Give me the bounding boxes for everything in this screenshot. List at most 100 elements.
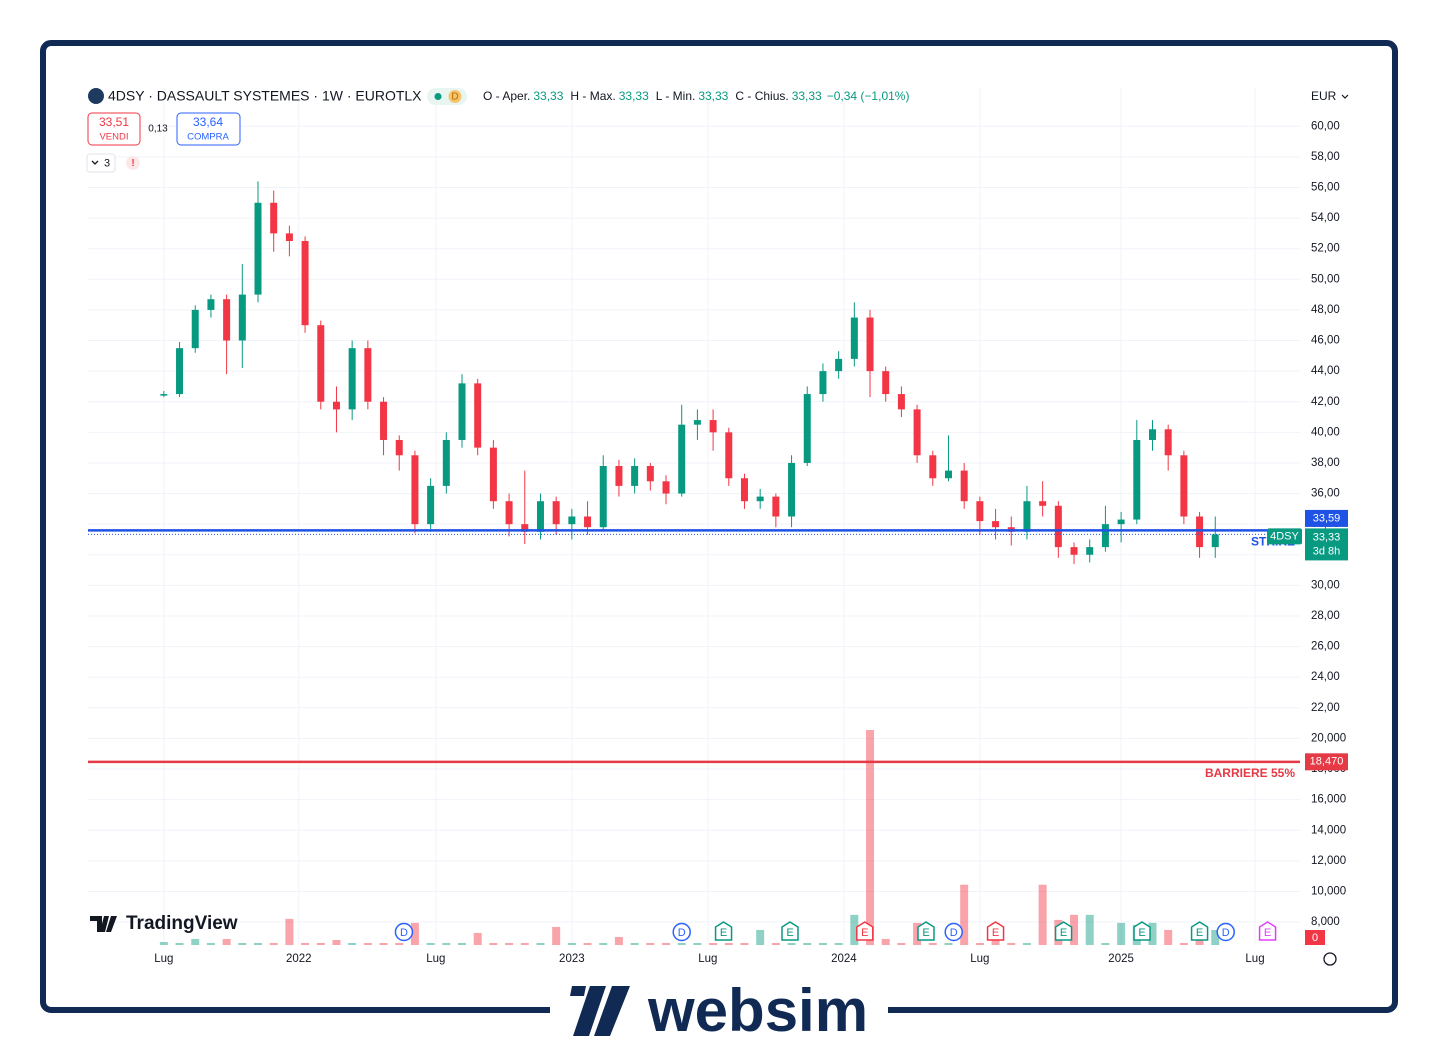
- volume-bar: [285, 918, 294, 945]
- candle-body: [756, 496, 764, 502]
- header: 4DSY · DASSAULT SYSTEMES · 1W · EUROTLX …: [86, 88, 1349, 173]
- volume-bar: [818, 942, 827, 945]
- frame: [40, 40, 1398, 1013]
- settings-icon[interactable]: [1323, 952, 1337, 966]
- earnings-marker: [1190, 921, 1209, 941]
- y-tick-label: 40,00: [1311, 426, 1340, 438]
- level-tag-text: 18,470: [1310, 756, 1344, 768]
- event-label: E: [861, 927, 868, 939]
- candle-body: [285, 233, 293, 242]
- earnings-marker: [1133, 921, 1151, 941]
- buy-button[interactable]: [176, 112, 241, 146]
- candle-body: [1054, 505, 1062, 548]
- candle-body: [380, 401, 388, 440]
- level-tag-text: 33,59: [1313, 512, 1341, 524]
- candle-body: [1117, 519, 1125, 525]
- candle-body: [270, 202, 278, 234]
- sell-button[interactable]: [87, 112, 141, 146]
- candle-body: [458, 383, 466, 440]
- spread: 0,13: [148, 124, 168, 135]
- candle-body: [678, 424, 686, 494]
- y-tick-label: 60,00: [1311, 120, 1340, 132]
- currency[interactable]: EUR: [1311, 89, 1337, 103]
- alert-icon[interactable]: [126, 156, 140, 170]
- candle-body: [568, 516, 576, 525]
- candle-body: [176, 348, 184, 395]
- candle-body: [160, 394, 168, 396]
- x-tick-label: 2025: [1108, 953, 1134, 965]
- indicator-count: 3: [104, 157, 110, 169]
- x-tick-label: Lug: [1245, 953, 1264, 965]
- volume-bar: [269, 942, 278, 945]
- volume-bar: [614, 936, 623, 945]
- ohlc-label: C - Chius.: [735, 89, 788, 103]
- candle-body: [693, 420, 701, 425]
- candle-body: [584, 516, 592, 528]
- candle-body: [1070, 547, 1078, 555]
- logo-text: TradingView: [126, 913, 238, 934]
- candle-body: [1133, 439, 1141, 520]
- candle-body: [332, 401, 340, 410]
- volume-bar: [175, 942, 184, 945]
- ohlc-value: 33,33: [698, 89, 728, 103]
- brand: websim: [550, 977, 888, 1046]
- x-tick-label: 2023: [559, 953, 585, 965]
- candle-body: [803, 394, 811, 463]
- volume-bar: [426, 942, 435, 945]
- candle-body: [960, 470, 968, 502]
- ohlc-label: L - Min.: [656, 89, 696, 103]
- candle-body: [223, 299, 231, 341]
- level-tag: [1305, 509, 1348, 527]
- earnings-marker: [1054, 921, 1073, 941]
- event-label: D: [1222, 927, 1230, 939]
- candle-body: [929, 455, 937, 479]
- x-tick-label: 2024: [831, 953, 857, 965]
- ohlc-label: H - Max.: [570, 89, 615, 103]
- x-tick-label: Lug: [154, 953, 173, 965]
- candle-body: [1039, 501, 1047, 506]
- buy-label: COMPRA: [187, 132, 229, 143]
- earnings-marker: [781, 921, 799, 941]
- candle-body: [740, 478, 748, 502]
- candle-body: [866, 317, 874, 372]
- y-tick-label: 14,000: [1311, 824, 1346, 836]
- volume-bar: [1038, 884, 1047, 945]
- candle-body: [976, 501, 984, 522]
- x-tick-label: Lug: [970, 953, 989, 965]
- y-tick-label: 28,00: [1311, 610, 1340, 622]
- symbol-icon: [88, 88, 104, 104]
- y-tick-label: 44,00: [1311, 365, 1340, 377]
- candle-body: [882, 371, 890, 395]
- candle-body: [1023, 501, 1031, 532]
- y-tick-label: 12,000: [1311, 855, 1346, 867]
- candle-body: [850, 317, 858, 359]
- candle-body: [474, 383, 482, 448]
- candle-body: [662, 481, 670, 494]
- candle-body: [599, 465, 607, 528]
- volume-bar: [458, 942, 467, 945]
- earnings-marker: [1258, 921, 1277, 941]
- candle-body: [207, 299, 215, 310]
- volume-bar: [1117, 922, 1126, 945]
- logo-icon: [90, 916, 117, 932]
- volume-bar: [567, 942, 576, 945]
- candle-body: [615, 465, 623, 486]
- volume-bar: [1101, 942, 1110, 945]
- x-tick-label: 2022: [286, 953, 312, 965]
- volume-bar: [379, 942, 388, 945]
- volume-bar: [1070, 914, 1079, 945]
- dividend-marker: [1216, 922, 1235, 942]
- volume-bar: [928, 942, 937, 945]
- badge-circle: [448, 90, 462, 103]
- volume-bar: [724, 942, 733, 945]
- volume-bar: [693, 942, 702, 945]
- candle-body: [348, 348, 356, 410]
- y-tick-label: 46,00: [1311, 335, 1340, 347]
- y-tick-label: 10,000: [1311, 885, 1346, 897]
- y-tick-label: 50,00: [1311, 273, 1340, 285]
- volume-bar: [709, 942, 718, 945]
- brand-text: websim: [647, 977, 868, 1044]
- candle-body: [819, 371, 827, 395]
- indicator-toggle[interactable]: [86, 153, 116, 173]
